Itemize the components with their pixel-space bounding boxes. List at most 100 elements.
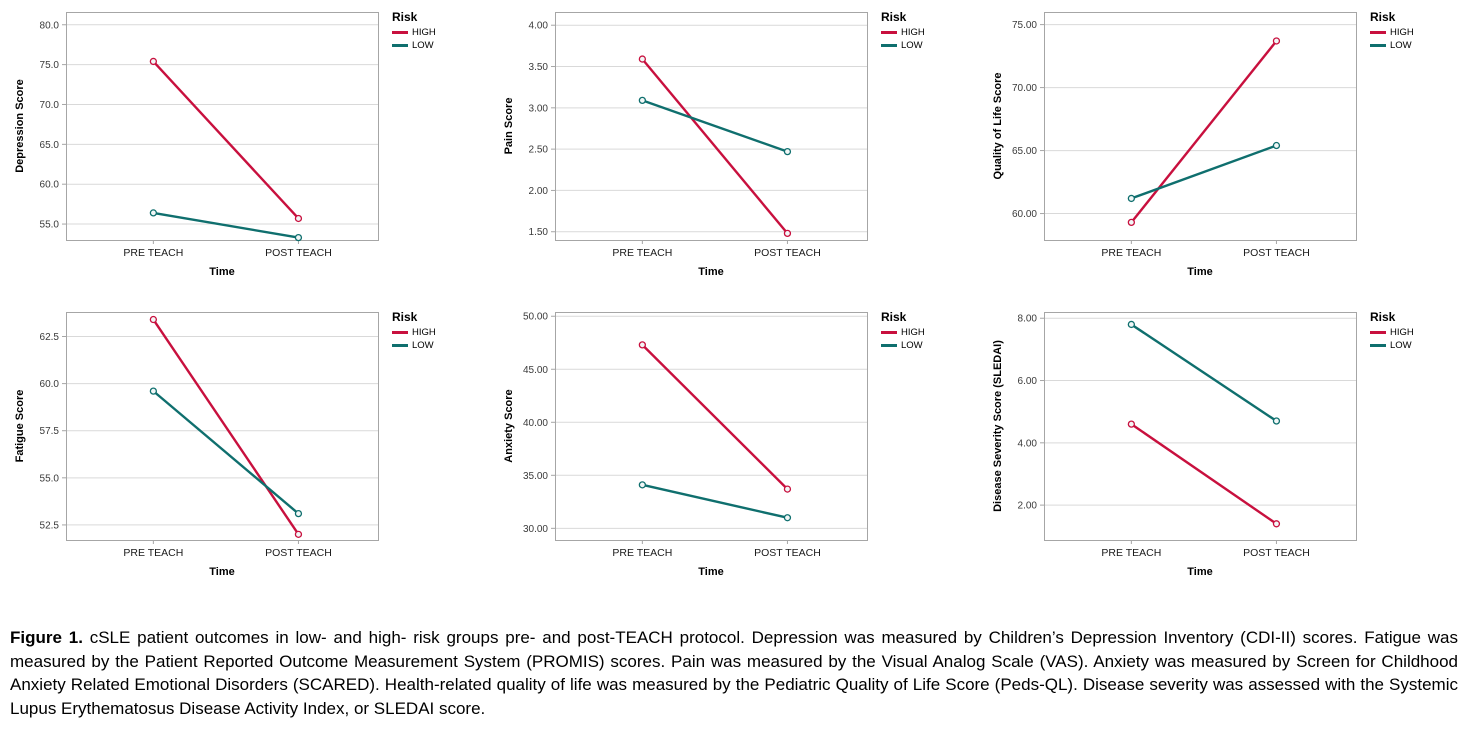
y-axis-title: Fatigue Score <box>14 390 26 463</box>
data-point <box>638 96 647 105</box>
gridlines <box>66 335 378 526</box>
data-point <box>638 481 647 489</box>
legend-entry-high: HIGH <box>1370 27 1414 38</box>
x-category-label: POST TEACH <box>754 247 821 259</box>
y-tick-label: 70.0 <box>40 100 60 111</box>
legend-title: Risk <box>881 10 907 24</box>
legend-line-swatch <box>1370 344 1386 347</box>
x-axis: PRE TEACH POST TEACH <box>612 240 821 259</box>
series-line <box>1130 40 1278 224</box>
data-point <box>638 55 647 63</box>
chart-quality-of-life-canvas: 60.00 65.00 70.00 75.00 PRE TEACH POST TEACH T… <box>992 12 1357 278</box>
y-axis: 2.00 4.00 6.00 8.00 <box>1018 314 1044 512</box>
y-tick-label: 2.00 <box>529 186 549 197</box>
y-axis: 30.00 35.00 40.00 45.00 50.00 <box>523 312 555 535</box>
y-axis: 55.0 60.0 65.0 70.0 75.0 80.0 <box>40 20 66 231</box>
legend-entry-low: LOW <box>881 40 925 51</box>
data-point <box>1127 320 1136 329</box>
data-point <box>149 387 158 395</box>
chart-disease-severity: 2.00 4.00 6.00 8.00 PRE TEACH POST TEACH Time D… <box>978 300 1467 600</box>
x-category-label: POST TEACH <box>265 547 332 559</box>
legend: Risk HIGH LOW <box>881 10 925 53</box>
x-axis: PRE TEACH POST TEACH <box>1101 240 1310 259</box>
x-category-label: PRE TEACH <box>123 547 183 559</box>
y-tick-label: 8.00 <box>1018 314 1038 325</box>
plot-frame <box>555 312 868 541</box>
series-line <box>641 99 788 153</box>
chart-pain: 1.50 2.00 2.50 3.00 3.50 4.00 PRE TEACH POST TE… <box>489 0 978 300</box>
x-category-label: PRE TEACH <box>1101 247 1161 259</box>
plot-frame <box>1044 312 1357 541</box>
x-axis: PRE TEACH POST TEACH <box>123 240 332 259</box>
gridlines <box>1044 24 1356 215</box>
series-high <box>1127 420 1281 528</box>
series-line <box>152 390 300 515</box>
series-high <box>149 315 303 538</box>
y-tick-label: 4.00 <box>529 21 549 32</box>
x-axis: PRE TEACH POST TEACH <box>1101 540 1310 559</box>
series-low <box>1127 320 1281 425</box>
legend-title: Risk <box>392 310 418 324</box>
y-tick-label: 35.00 <box>523 471 548 482</box>
data-point <box>149 57 158 66</box>
legend-label: HIGH <box>901 27 925 38</box>
chart-quality-of-life: 60.00 65.00 70.00 75.00 PRE TEACH POST TEACH T… <box>978 0 1467 300</box>
legend-label: HIGH <box>412 27 436 38</box>
chart-pain-canvas: 1.50 2.00 2.50 3.00 3.50 4.00 PRE TEACH POST TE… <box>503 12 868 278</box>
x-category-label: POST TEACH <box>265 247 332 259</box>
y-tick-label: 75.0 <box>40 60 60 71</box>
x-category-label: POST TEACH <box>754 547 821 559</box>
data-point <box>149 315 158 324</box>
legend: Risk HIGH LOW <box>881 310 925 353</box>
x-category-label: PRE TEACH <box>123 247 183 259</box>
data-point <box>1272 141 1281 150</box>
legend-entry-high: HIGH <box>1370 327 1414 338</box>
y-tick-label: 2.00 <box>1018 501 1038 512</box>
y-tick-label: 3.00 <box>529 103 549 114</box>
y-tick-label: 30.00 <box>523 524 548 535</box>
gridlines <box>66 24 378 225</box>
legend-label: LOW <box>1390 340 1412 351</box>
data-point <box>294 530 303 538</box>
figure-caption-label: Figure 1. <box>10 628 83 647</box>
legend-line-swatch <box>1370 331 1386 334</box>
legend-label: HIGH <box>412 327 436 338</box>
gridlines <box>555 24 867 233</box>
series-low <box>638 96 792 156</box>
data-point <box>1272 417 1281 425</box>
y-tick-label: 40.00 <box>523 418 548 429</box>
x-category-label: PRE TEACH <box>612 247 672 259</box>
legend-entry-low: LOW <box>1370 340 1414 351</box>
legend-line-swatch <box>392 344 408 347</box>
y-tick-label: 60.00 <box>1012 209 1037 220</box>
y-axis-title: Anxiety Score <box>503 389 515 462</box>
y-tick-label: 2.50 <box>529 145 549 156</box>
data-point <box>783 229 792 238</box>
series-low <box>149 209 303 242</box>
legend-line-swatch <box>881 344 897 347</box>
legend: Risk HIGH LOW <box>1370 10 1414 53</box>
y-tick-label: 52.5 <box>40 520 60 531</box>
series-high <box>638 341 792 493</box>
legend-label: LOW <box>901 40 923 51</box>
legend: Risk HIGH LOW <box>392 10 436 53</box>
series-high <box>149 57 303 223</box>
plot-frame <box>555 12 868 241</box>
legend-label: LOW <box>412 40 434 51</box>
legend-line-swatch <box>392 331 408 334</box>
legend-label: LOW <box>901 340 923 351</box>
series-line <box>642 483 788 519</box>
x-axis-title: Time <box>209 266 234 278</box>
chart-anxiety-canvas: 30.00 35.00 40.00 45.00 50.00 PRE TEACH POST T… <box>503 312 868 578</box>
figure-caption-text: cSLE patient outcomes in low- and high- … <box>10 628 1458 718</box>
gridlines <box>1044 317 1356 506</box>
plot-frame <box>1044 12 1357 241</box>
x-axis-title: Time <box>1187 266 1212 278</box>
legend-title: Risk <box>1370 310 1396 324</box>
y-tick-label: 6.00 <box>1018 376 1038 387</box>
series-line <box>641 58 789 235</box>
y-tick-label: 70.00 <box>1012 83 1037 94</box>
x-axis-title: Time <box>1187 566 1212 578</box>
legend-line-swatch <box>1370 31 1386 34</box>
